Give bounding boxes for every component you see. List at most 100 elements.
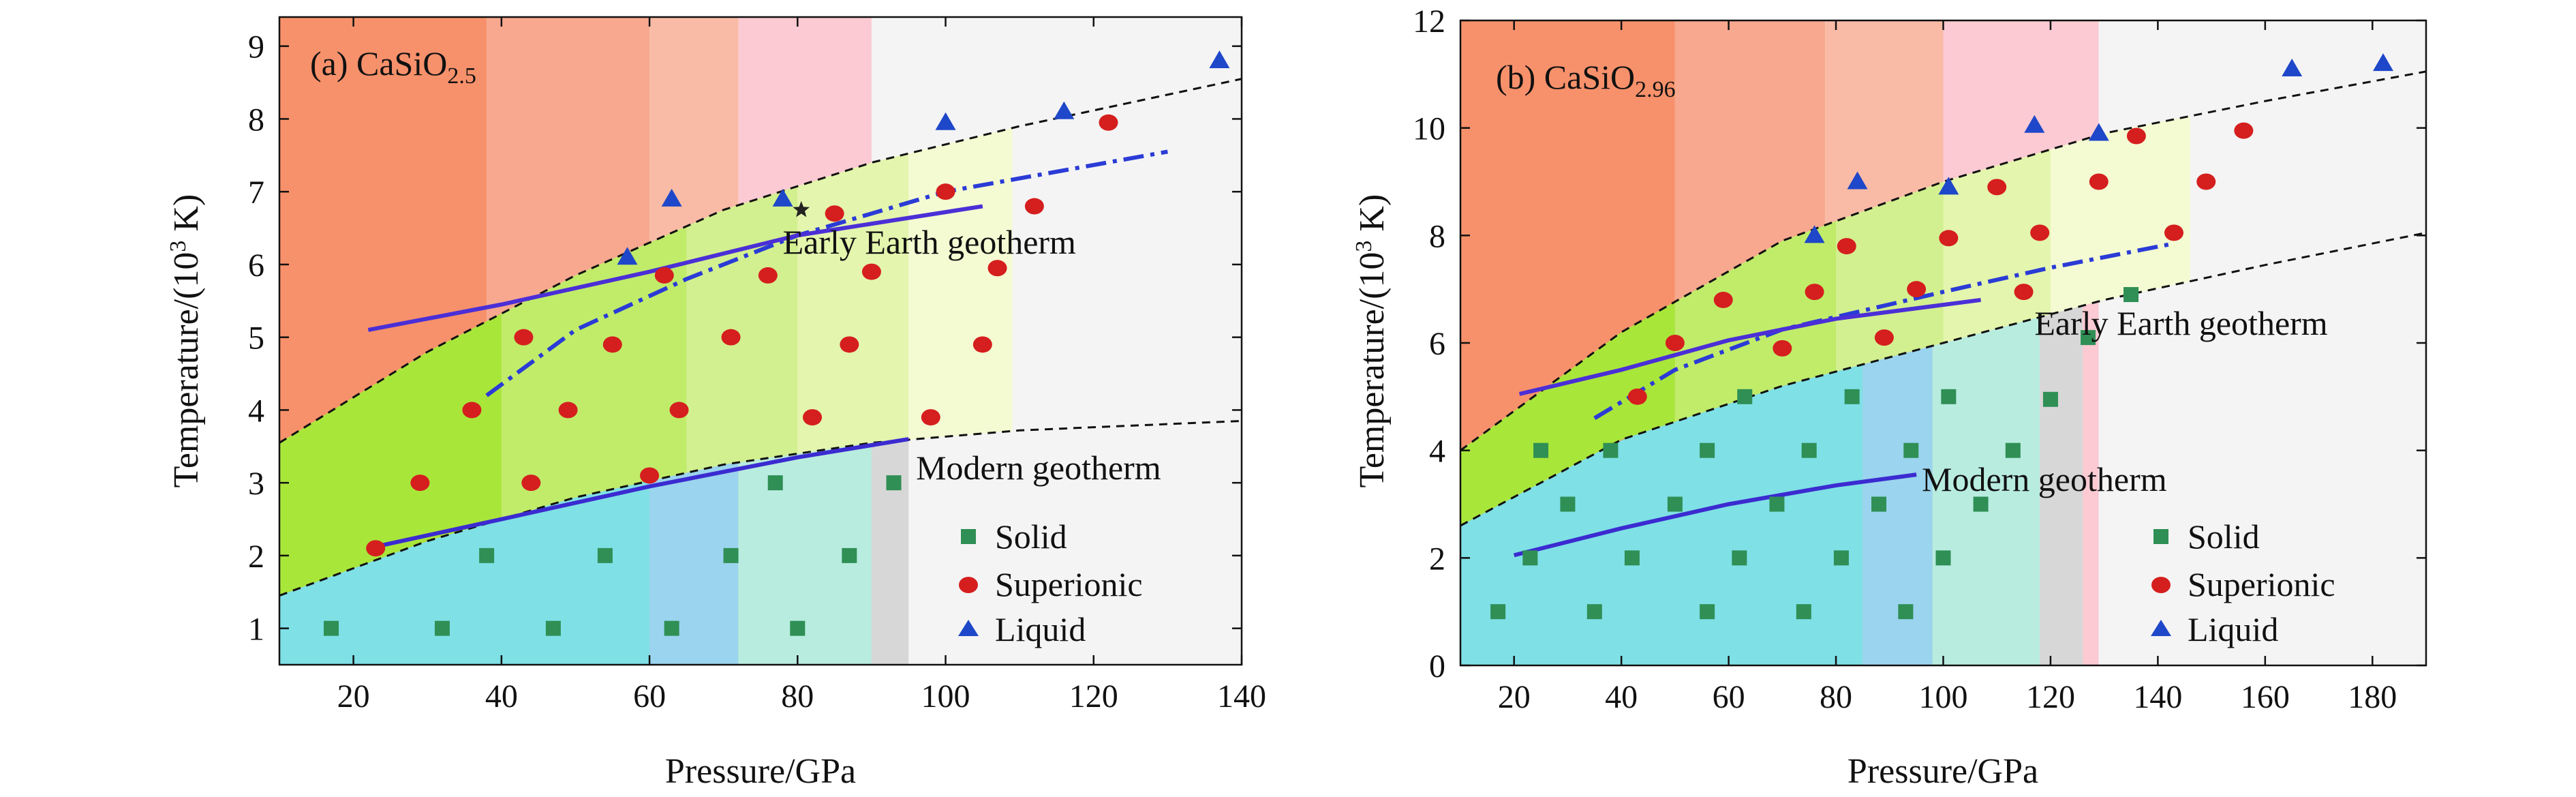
solid-point	[2042, 391, 2058, 407]
solid-region-band-1	[1862, 346, 1933, 665]
legend-label-superionic-a: Superionic	[995, 565, 1143, 603]
solid-point	[1700, 442, 1715, 458]
legend-marker-superionic-a	[959, 577, 978, 593]
superionic-point	[514, 329, 534, 346]
solid-point	[767, 475, 783, 491]
solid-point	[1973, 496, 1989, 512]
superionic-region-band-0	[279, 313, 502, 596]
superionic-region-band-0	[1460, 301, 1675, 526]
modern-geotherm-label-a: Modern geotherm	[916, 449, 1161, 487]
superionic-point	[1099, 114, 1118, 131]
legend-label-solid-b: Solid	[2188, 517, 2260, 556]
melting-boundary	[279, 78, 1242, 444]
superionic-point	[640, 467, 660, 484]
superionic-point	[1939, 230, 1959, 247]
solid-region-band-3	[871, 439, 909, 665]
superionic-point	[758, 267, 778, 284]
x-tick-label: 80	[781, 678, 814, 715]
solid-point	[1522, 550, 1538, 566]
solid-point	[597, 547, 613, 563]
data-points-b	[1490, 53, 2394, 620]
liquid-point	[2088, 123, 2109, 141]
solid-point	[479, 547, 495, 563]
superionic-point	[2126, 127, 2146, 145]
legend-marker-solid-b	[2153, 529, 2168, 544]
early-earth-geotherm-line	[1518, 297, 1981, 396]
ticks-b: 20 40 60 80 100 120 140 160 180 0 2 4 6 8 10 12	[1413, 3, 2426, 715]
solid-point	[1796, 604, 1811, 620]
legend-label-superionic-b: Superionic	[2188, 565, 2335, 603]
solid-point	[664, 620, 679, 636]
y-tick-label: 2	[1429, 541, 1445, 577]
solid-point	[1833, 550, 1849, 566]
y-axis-title-b: Temperature/(103 K)	[1351, 194, 1392, 488]
superionic-point	[840, 336, 859, 353]
ticks-a: 20 40 60 80 100 120 140 1 2 3 4 5 6 7 8 9	[248, 17, 1266, 715]
solid-region-band-2	[1932, 317, 2040, 665]
x-tick-label: 60	[1713, 679, 1745, 715]
liquid-point	[935, 112, 956, 130]
y-tick-label: 12	[1413, 3, 1445, 40]
solid-point	[1844, 389, 1860, 404]
solid-region-band-2	[738, 442, 872, 665]
panel-label-a: (a) CaSiO2.5	[310, 44, 476, 89]
liquid-point	[2373, 53, 2394, 72]
solid-point	[2123, 287, 2139, 303]
solid-point	[790, 620, 806, 636]
legend-marker-solid-a	[961, 529, 976, 544]
superionic-point	[1907, 281, 1927, 298]
superionic-region-band-2	[1836, 181, 1944, 372]
curves-b	[1460, 70, 2426, 558]
liquid-point	[617, 247, 638, 265]
superionic-point	[1627, 388, 1647, 405]
superionic-point	[558, 402, 578, 419]
background-bands-a	[279, 17, 1242, 665]
solid-point	[723, 547, 739, 563]
solid-point	[1898, 604, 1914, 620]
superionic-boundary	[1460, 231, 2426, 527]
modern-geotherm-label-b: Modern geotherm	[1922, 460, 2167, 498]
legend-label-liquid-a: Liquid	[995, 610, 1086, 648]
plot-area-b	[1460, 20, 2426, 665]
x-tick-label: 80	[1820, 679, 1852, 715]
superionic-boundary	[279, 419, 1242, 597]
solid-point	[1560, 496, 1576, 512]
superionic-point	[972, 336, 992, 353]
liquid-point	[772, 188, 793, 207]
liquid-point	[2282, 58, 2303, 76]
superionic-point	[1773, 340, 1792, 357]
x-tick-label: 20	[1498, 679, 1531, 715]
dash-dot-curve	[1593, 241, 2175, 420]
superionic-region-band-3	[797, 153, 909, 454]
solid-point	[1769, 496, 1785, 512]
solid-point	[1624, 550, 1640, 566]
solid-point	[324, 620, 339, 636]
superionic-point	[721, 329, 741, 346]
liquid-point	[1054, 101, 1075, 119]
superionic-point	[1024, 198, 1044, 215]
superionic-point	[1874, 329, 1894, 346]
y-tick-label: 4	[248, 393, 264, 429]
legend-marker-liquid-b	[2151, 620, 2171, 636]
solid-point	[1737, 389, 1753, 404]
solid-point	[1586, 604, 1602, 620]
curves-a	[279, 78, 1242, 597]
superionic-point	[654, 267, 674, 284]
superionic-point	[825, 205, 844, 222]
solid-point	[2081, 330, 2096, 346]
solid-point	[842, 547, 857, 563]
solid-point	[1801, 442, 1817, 458]
dash-dot-curve	[485, 149, 1168, 397]
solid-point	[434, 620, 450, 636]
y-tick-label: 6	[1429, 326, 1445, 362]
solid-point	[1603, 442, 1619, 458]
solid-point	[1490, 604, 1506, 620]
liquid-point	[2024, 115, 2045, 133]
solid-region-band-1	[649, 462, 739, 665]
superionic-region-band-2	[686, 186, 798, 473]
x-tick-label: 120	[2026, 679, 2075, 715]
liquid-point	[1804, 225, 1825, 243]
chart-panel-b: 20 40 60 80 100 120 140 160 180 0 2 4 6 8 10 12 (b) CaS…	[1351, 3, 2427, 791]
superionic-point	[1987, 179, 2007, 196]
